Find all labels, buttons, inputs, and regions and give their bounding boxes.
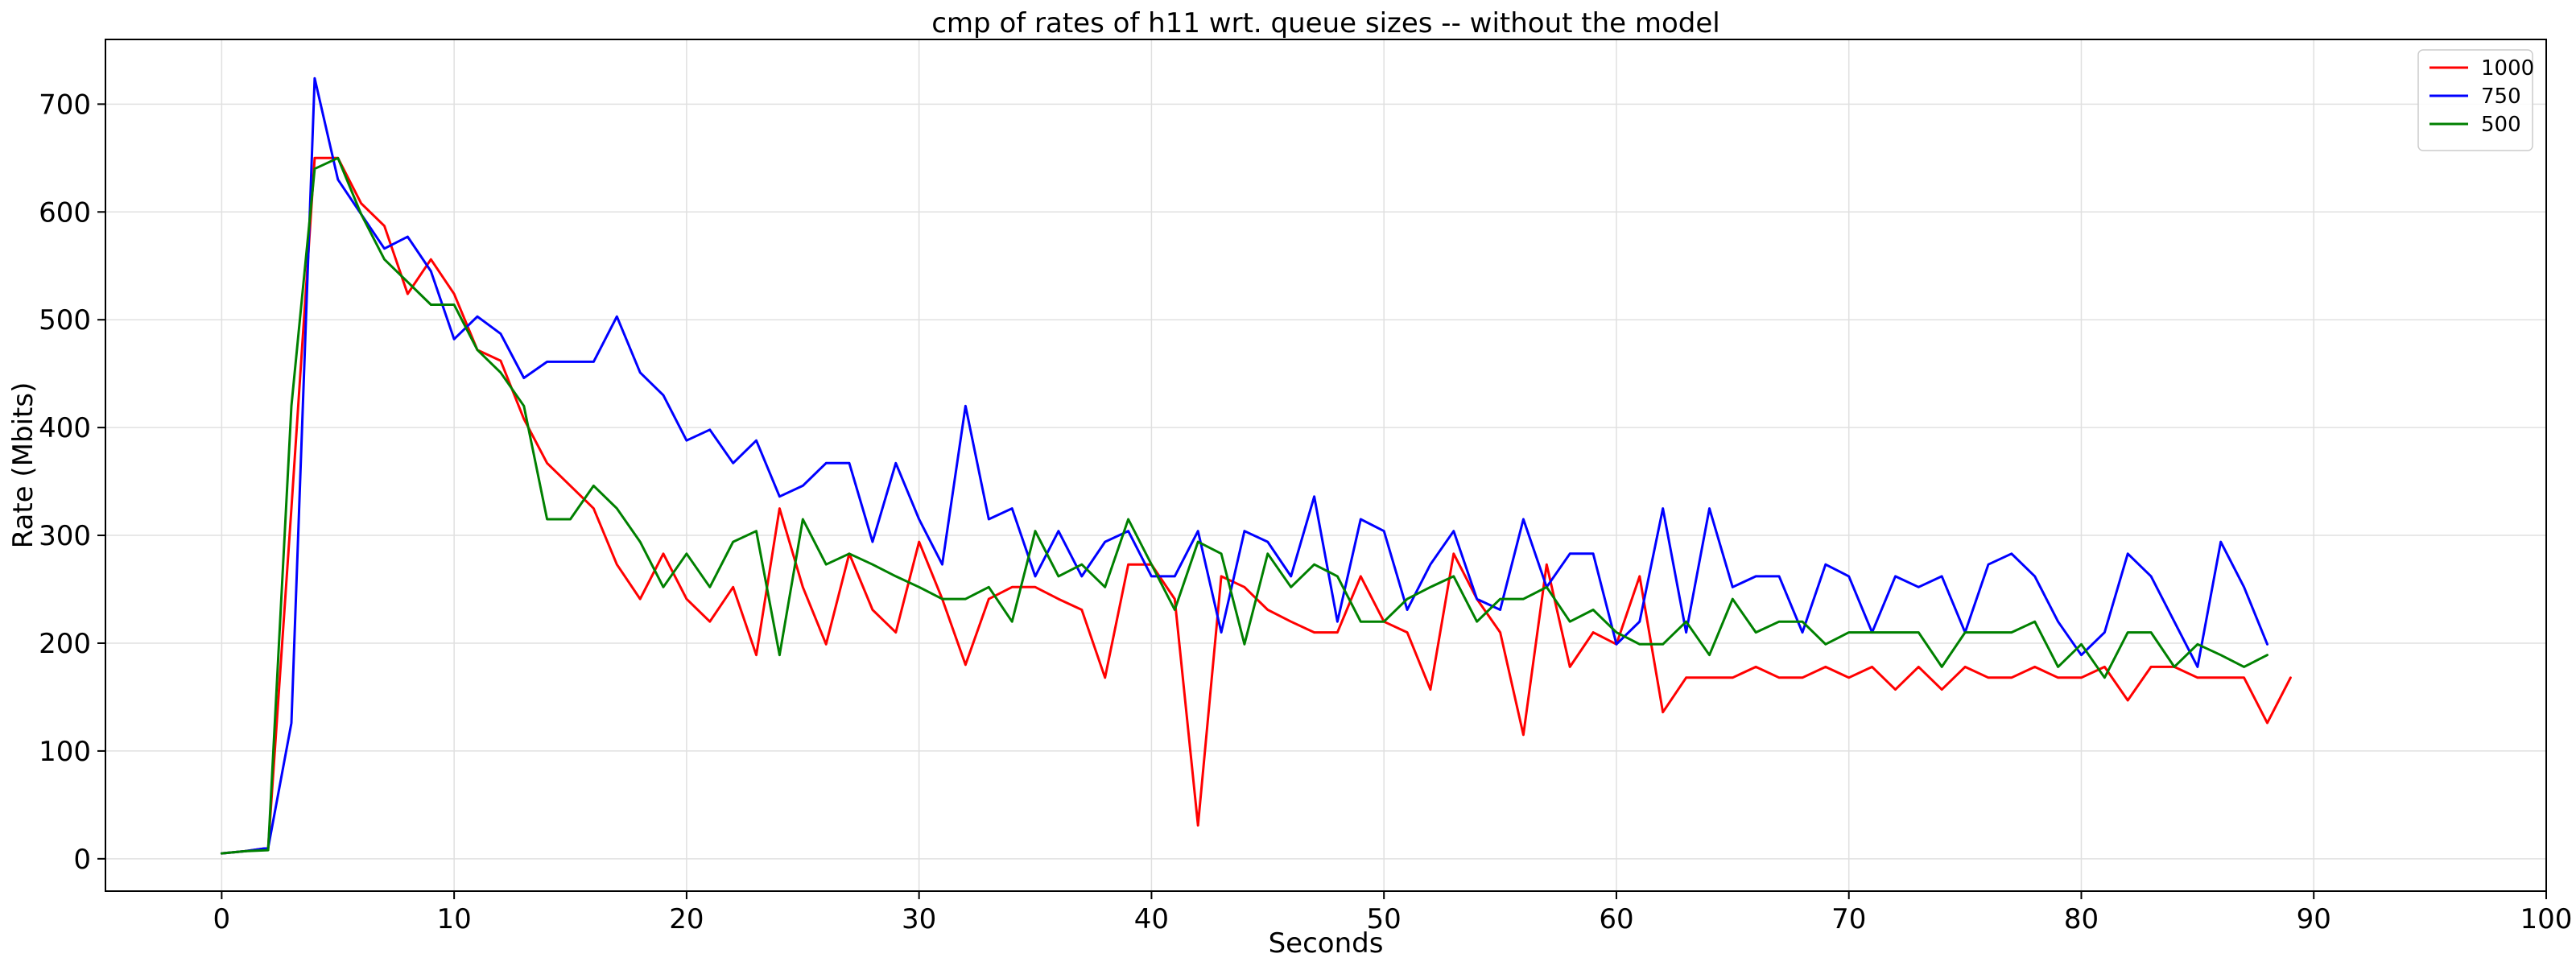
y-tick-label: 300 <box>39 520 91 552</box>
legend-label-1000: 1000 <box>2481 56 2534 80</box>
x-tick-label: 90 <box>2297 903 2331 935</box>
legend-label-750: 750 <box>2481 85 2521 109</box>
y-tick-label: 600 <box>39 196 91 229</box>
y-tick-label: 500 <box>39 304 91 336</box>
y-tick-label: 400 <box>39 412 91 444</box>
x-axis-label: Seconds <box>1269 927 1384 960</box>
grid <box>105 39 2547 891</box>
x-tick-label: 20 <box>669 903 704 935</box>
legend-label-500: 500 <box>2481 113 2521 137</box>
x-axis-ticks: 0 10 20 30 40 50 60 70 80 90 100 <box>213 891 2573 935</box>
series-lines <box>220 76 2292 855</box>
y-tick-label: 200 <box>39 628 91 660</box>
series-line-1000 <box>220 156 2292 855</box>
chart-title: cmp of rates of h11 wrt. queue sizes -- … <box>931 7 1720 39</box>
x-tick-label: 10 <box>437 903 472 935</box>
x-tick-label: 30 <box>902 903 936 935</box>
x-tick-label: 100 <box>2520 903 2573 935</box>
series-line-500 <box>220 156 2268 855</box>
y-tick-label: 0 <box>73 844 91 876</box>
legend-box <box>2417 49 2533 151</box>
y-axis-ticks: 0 100 200 300 400 500 600 700 <box>39 89 105 876</box>
x-tick-label: 70 <box>1831 903 1866 935</box>
y-tick-label: 100 <box>39 736 91 768</box>
y-tick-label: 700 <box>39 89 91 121</box>
y-axis-label: Rate (Mbits) <box>7 382 39 549</box>
x-tick-label: 50 <box>1367 903 1402 935</box>
x-tick-label: 0 <box>213 903 231 935</box>
plot-frame <box>105 39 2547 892</box>
series-line-750 <box>220 76 2268 855</box>
x-tick-label: 40 <box>1134 903 1169 935</box>
x-tick-label: 60 <box>1599 903 1633 935</box>
x-tick-label: 80 <box>2064 903 2099 935</box>
legend: 1000 750 500 <box>2417 49 2534 151</box>
